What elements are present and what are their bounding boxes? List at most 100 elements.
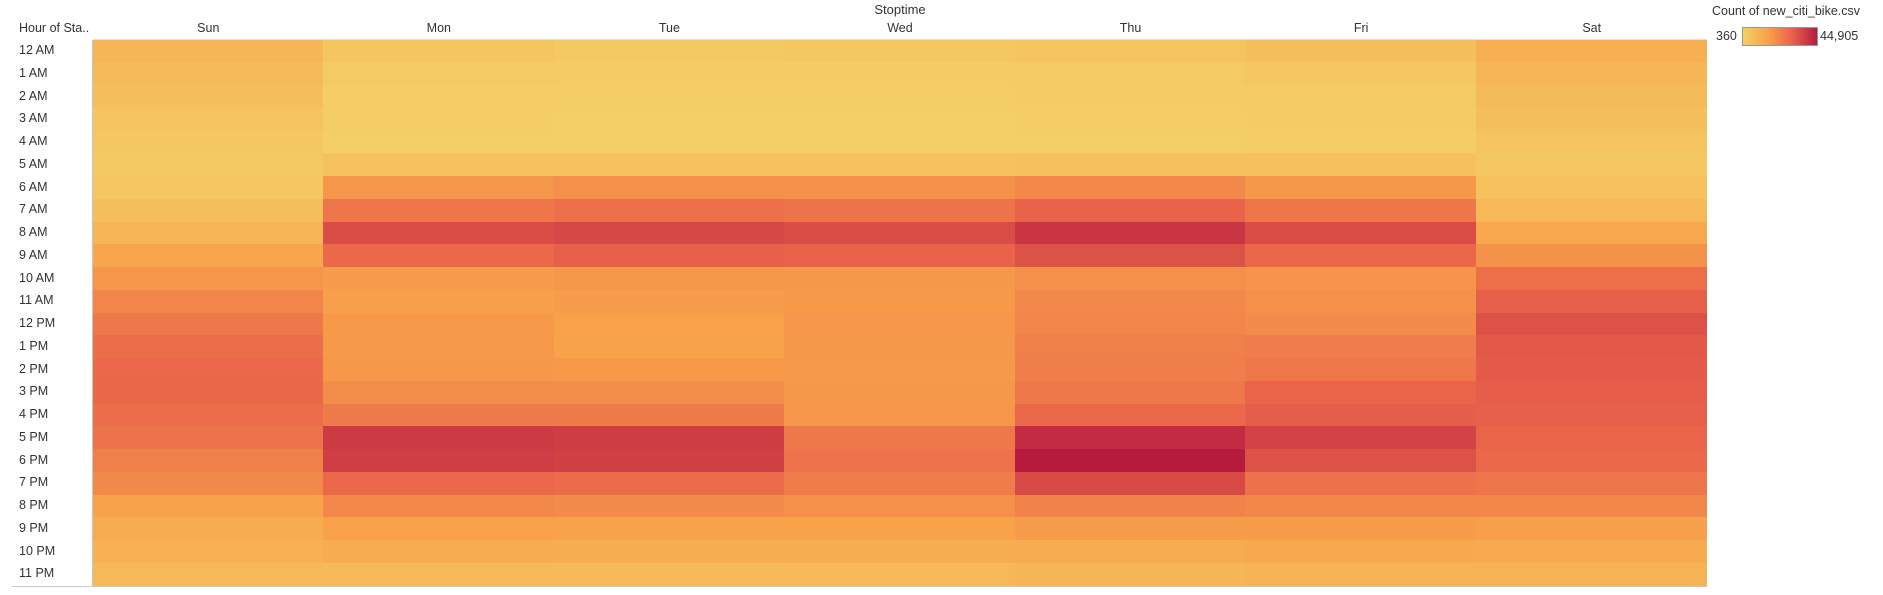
heatmap-cell[interactable]: [1015, 131, 1246, 154]
heatmap-cell[interactable]: [1476, 472, 1707, 495]
heatmap-cell[interactable]: [1476, 222, 1707, 245]
heatmap-cell[interactable]: [1015, 244, 1246, 268]
heatmap-cell[interactable]: [784, 290, 1016, 313]
heatmap-cell[interactable]: [323, 358, 555, 382]
heatmap-cell[interactable]: [93, 404, 324, 427]
heatmap-cell[interactable]: [554, 563, 785, 586]
heatmap-cell[interactable]: [323, 176, 555, 200]
heatmap-cell[interactable]: [1476, 449, 1707, 473]
heatmap-cell[interactable]: [1015, 404, 1246, 427]
heatmap-cell[interactable]: [554, 131, 785, 154]
heatmap-cell[interactable]: [784, 199, 1016, 222]
heatmap-cell[interactable]: [1015, 563, 1246, 586]
heatmap-cell[interactable]: [784, 62, 1016, 86]
heatmap-cell[interactable]: [554, 517, 785, 541]
heatmap-cell[interactable]: [1245, 563, 1477, 586]
heatmap-cell[interactable]: [1476, 358, 1707, 382]
heatmap-cell[interactable]: [554, 108, 785, 131]
heatmap-cell[interactable]: [93, 176, 324, 200]
heatmap-cell[interactable]: [1015, 358, 1246, 382]
heatmap-cell[interactable]: [1476, 290, 1707, 313]
heatmap-cell[interactable]: [1476, 40, 1707, 63]
heatmap-cell[interactable]: [784, 222, 1016, 245]
heatmap-cell[interactable]: [784, 426, 1016, 450]
heatmap-cell[interactable]: [1015, 449, 1246, 473]
heatmap-cell[interactable]: [93, 131, 324, 154]
heatmap-cell[interactable]: [1245, 40, 1477, 63]
heatmap-cell[interactable]: [1476, 313, 1707, 336]
heatmap-cell[interactable]: [1015, 381, 1246, 404]
heatmap-cell[interactable]: [784, 404, 1016, 427]
heatmap-cell[interactable]: [1015, 199, 1246, 222]
heatmap-cell[interactable]: [323, 381, 555, 404]
heatmap-cell[interactable]: [93, 267, 324, 291]
heatmap-cell[interactable]: [784, 108, 1016, 131]
heatmap-cell[interactable]: [554, 244, 785, 268]
heatmap-cell[interactable]: [1245, 358, 1477, 382]
heatmap-cell[interactable]: [323, 472, 555, 495]
heatmap-cell[interactable]: [1015, 426, 1246, 450]
heatmap-cell[interactable]: [1245, 199, 1477, 222]
heatmap-cell[interactable]: [1245, 426, 1477, 450]
heatmap-cell[interactable]: [1245, 85, 1477, 109]
heatmap-cell[interactable]: [323, 290, 555, 313]
heatmap-cell[interactable]: [1476, 267, 1707, 291]
heatmap-cell[interactable]: [554, 62, 785, 86]
heatmap-cell[interactable]: [1015, 335, 1246, 359]
heatmap-cell[interactable]: [554, 199, 785, 222]
heatmap-cell[interactable]: [93, 108, 324, 131]
heatmap-cell[interactable]: [93, 199, 324, 222]
heatmap-cell[interactable]: [784, 313, 1016, 336]
heatmap-cell[interactable]: [784, 381, 1016, 404]
heatmap-cell[interactable]: [1245, 495, 1477, 518]
heatmap-cell[interactable]: [554, 40, 785, 63]
heatmap-cell[interactable]: [323, 404, 555, 427]
heatmap-cell[interactable]: [554, 358, 785, 382]
heatmap-cell[interactable]: [784, 472, 1016, 495]
heatmap-cell[interactable]: [1015, 85, 1246, 109]
heatmap-cell[interactable]: [1015, 495, 1246, 518]
heatmap-cell[interactable]: [1245, 404, 1477, 427]
heatmap-cell[interactable]: [323, 244, 555, 268]
heatmap-cell[interactable]: [784, 244, 1016, 268]
heatmap-cell[interactable]: [1015, 267, 1246, 291]
heatmap-cell[interactable]: [554, 153, 785, 177]
heatmap-cell[interactable]: [784, 358, 1016, 382]
heatmap-cell[interactable]: [1245, 267, 1477, 291]
heatmap-cell[interactable]: [1476, 381, 1707, 404]
heatmap-cell[interactable]: [1476, 335, 1707, 359]
heatmap-cell[interactable]: [323, 85, 555, 109]
heatmap-cell[interactable]: [93, 85, 324, 109]
heatmap-cell[interactable]: [554, 426, 785, 450]
heatmap-cell[interactable]: [93, 449, 324, 473]
heatmap-cell[interactable]: [1015, 40, 1246, 63]
heatmap-cell[interactable]: [93, 563, 324, 586]
heatmap-cell[interactable]: [554, 176, 785, 200]
heatmap-cell[interactable]: [1015, 472, 1246, 495]
heatmap-cell[interactable]: [93, 517, 324, 541]
heatmap-cell[interactable]: [554, 381, 785, 404]
heatmap-cell[interactable]: [1476, 495, 1707, 518]
heatmap-cell[interactable]: [1245, 153, 1477, 177]
heatmap-cell[interactable]: [323, 495, 555, 518]
heatmap-cell[interactable]: [554, 222, 785, 245]
heatmap-cell[interactable]: [1476, 517, 1707, 541]
heatmap-cell[interactable]: [1245, 62, 1477, 86]
heatmap-cell[interactable]: [1015, 222, 1246, 245]
heatmap-cell[interactable]: [1015, 153, 1246, 177]
heatmap-cell[interactable]: [1015, 176, 1246, 200]
heatmap-cell[interactable]: [1476, 131, 1707, 154]
heatmap-cell[interactable]: [1476, 540, 1707, 564]
heatmap-cell[interactable]: [93, 495, 324, 518]
heatmap-cell[interactable]: [323, 313, 555, 336]
heatmap-cell[interactable]: [784, 540, 1016, 564]
heatmap-cell[interactable]: [554, 472, 785, 495]
heatmap-cell[interactable]: [93, 290, 324, 313]
heatmap-cell[interactable]: [323, 335, 555, 359]
heatmap-cell[interactable]: [1245, 517, 1477, 541]
heatmap-cell[interactable]: [784, 563, 1016, 586]
heatmap-cell[interactable]: [93, 244, 324, 268]
heatmap-cell[interactable]: [554, 290, 785, 313]
heatmap-cell[interactable]: [93, 313, 324, 336]
heatmap-cell[interactable]: [93, 381, 324, 404]
